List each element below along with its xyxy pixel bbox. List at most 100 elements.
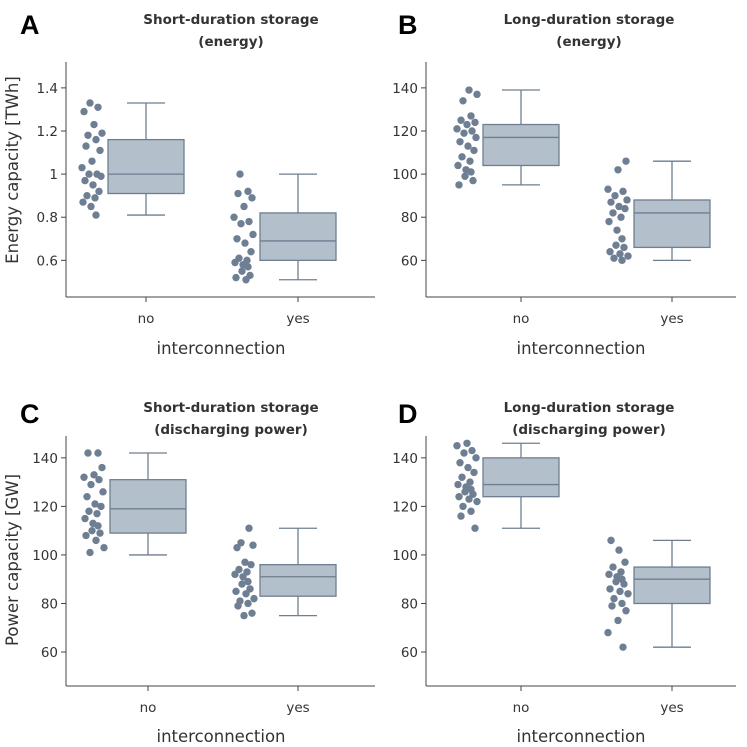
data-point [610, 254, 618, 262]
data-point [471, 524, 479, 532]
x-tick-label: no [138, 311, 155, 327]
panel-label: B [398, 10, 418, 40]
y-tick-label: 120 [392, 499, 418, 515]
data-point [97, 502, 105, 511]
data-point [231, 570, 239, 579]
data-point [463, 120, 471, 129]
data-point [613, 226, 621, 234]
data-point [96, 146, 104, 155]
data-point [608, 602, 616, 610]
data-point [80, 473, 88, 481]
panel-label: D [398, 399, 418, 429]
data-point [81, 514, 89, 523]
data-point [238, 580, 246, 588]
data-point [241, 558, 249, 566]
data-point [97, 172, 105, 180]
data-point [464, 463, 472, 472]
data-point [604, 185, 612, 193]
data-point [88, 157, 96, 165]
data-point [609, 563, 617, 571]
data-point [87, 202, 95, 211]
data-point [467, 507, 475, 515]
data-point [248, 194, 256, 202]
y-tick-label: 140 [392, 451, 418, 467]
data-point [92, 211, 100, 219]
data-point [244, 577, 252, 586]
data-point [232, 273, 240, 282]
data-point [624, 252, 632, 260]
data-point [618, 599, 626, 608]
data-point [91, 500, 99, 508]
panel-label: C [20, 399, 40, 429]
data-point [100, 543, 108, 552]
data-point [615, 202, 623, 211]
data-point [231, 258, 239, 267]
box-iqr [259, 563, 337, 597]
data-point [88, 526, 96, 535]
data-point [468, 446, 476, 455]
data-point [80, 107, 88, 116]
data-point [454, 161, 462, 170]
data-point [611, 191, 619, 200]
data-point [247, 560, 255, 569]
panel-title-line2: (discharging power) [512, 422, 666, 438]
y-axis-label: Energy capacity [TWh] [3, 76, 22, 264]
data-point [470, 146, 478, 155]
y-tick-label: 60 [401, 645, 418, 661]
x-tick-label: no [513, 700, 530, 716]
data-point [89, 181, 97, 189]
data-point [473, 90, 481, 99]
data-point [622, 157, 630, 165]
box-iqr [482, 457, 560, 498]
data-point [455, 181, 463, 189]
data-point [86, 548, 94, 557]
data-point [459, 502, 467, 511]
data-point [90, 120, 98, 129]
data-point [91, 194, 99, 202]
data-point [78, 163, 86, 172]
data-point [612, 577, 620, 586]
data-point [624, 590, 632, 598]
y-tick-label: 0.8 [37, 210, 58, 226]
data-point [456, 138, 464, 146]
data-point [248, 609, 256, 617]
data-point [90, 471, 98, 479]
data-point [607, 198, 615, 206]
data-point [94, 449, 102, 457]
data-point [94, 103, 102, 111]
y-tick-label: 1.2 [37, 124, 58, 140]
data-point [95, 187, 103, 196]
data-point [98, 463, 106, 472]
y-tick-label: 140 [392, 81, 418, 97]
data-point [245, 524, 253, 532]
data-point [82, 142, 90, 150]
data-point [250, 594, 258, 603]
data-point [241, 239, 249, 247]
data-point [457, 116, 465, 124]
box-iqr [109, 479, 187, 534]
data-point [605, 217, 613, 226]
data-point [465, 495, 473, 503]
data-point [455, 492, 463, 501]
data-point [620, 243, 628, 252]
data-point [618, 235, 626, 243]
data-point [87, 480, 95, 489]
data-point [244, 187, 252, 196]
data-point [249, 541, 257, 549]
panel-title-line2: (energy) [556, 34, 621, 50]
x-tick-label: yes [286, 311, 309, 327]
data-point [616, 250, 624, 258]
x-tick-label: yes [660, 700, 683, 716]
data-point [464, 142, 472, 150]
data-point [466, 157, 474, 165]
box-iqr [482, 123, 560, 167]
panel-a: A Short-duration storage (energy) interc… [3, 10, 375, 358]
data-point [458, 473, 466, 481]
data-point [99, 488, 107, 496]
y-tick-label: 120 [392, 124, 418, 140]
box-iqr [259, 212, 337, 261]
data-point [457, 512, 465, 520]
data-point [461, 488, 469, 496]
y-tick-label: 60 [41, 645, 58, 661]
